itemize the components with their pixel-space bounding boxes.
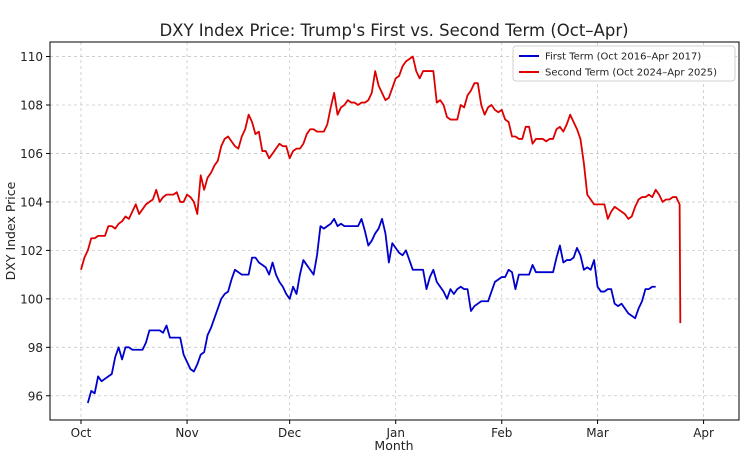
y-axis-label: DXY Index Price <box>3 181 18 280</box>
chart-title: DXY Index Price: Trump's First vs. Secon… <box>159 21 628 40</box>
x-tick-label: Mar <box>586 426 609 440</box>
legend-box <box>512 45 736 82</box>
y-tick-label: 102 <box>20 244 43 258</box>
y-tick-label: 110 <box>20 50 43 64</box>
y-tick-label: 98 <box>28 341 43 355</box>
x-tick-label: Apr <box>693 426 714 440</box>
x-tick-label: Nov <box>175 426 198 440</box>
legend-label: Second Term (Oct 2024–Apr 2025) <box>545 68 717 79</box>
legend-label: First Term (Oct 2016–Apr 2017) <box>545 52 701 63</box>
y-tick-label: 108 <box>20 99 43 113</box>
series-line-1 <box>86 217 656 404</box>
series-line-2 <box>80 55 682 324</box>
y-tick-label: 104 <box>20 195 43 209</box>
x-axis-label: Month <box>374 438 413 453</box>
y-tick-label: 100 <box>20 292 43 306</box>
x-tick-label: Feb <box>491 426 512 440</box>
x-tick-label: Oct <box>71 426 92 440</box>
x-tick-label: Jan <box>385 426 405 440</box>
series-layer <box>80 55 682 404</box>
x-tick-label: Dec <box>278 426 301 440</box>
axis-ticks: 96 98 100 102 104 106 108 110 Oct Nov Dec Jan Feb Mar… <box>20 50 714 440</box>
y-tick-label: 96 <box>28 389 43 403</box>
plot-frame <box>49 41 740 421</box>
grid-lines <box>50 42 739 420</box>
legend: First Term (Oct 2016–Apr 2017) Second Ter… <box>512 45 736 82</box>
y-tick-label: 106 <box>20 147 43 161</box>
